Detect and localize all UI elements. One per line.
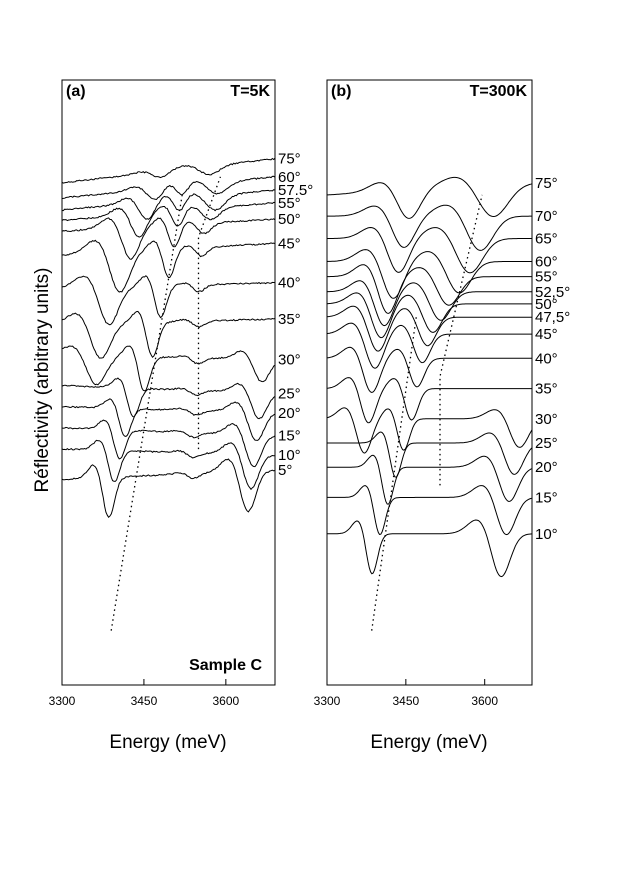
- series-line: [327, 264, 532, 314]
- x-tick-label: 3300: [49, 694, 76, 708]
- series-line: [327, 485, 533, 536]
- series-angle-label: 45°: [278, 235, 301, 252]
- guide-line: [110, 194, 183, 631]
- series-line: [61, 189, 276, 220]
- panel-b: 75° 70° 65° 60°55°52,5°50°47,5°45° 40° 35° 30°…: [314, 79, 570, 753]
- panel-a-tag: (a): [66, 83, 86, 100]
- series-line: [327, 226, 532, 274]
- series-angle-label: 60°: [278, 169, 301, 186]
- panel-a-x-axis-label: Energy (meV): [109, 732, 226, 753]
- series-angle-label: 55°: [278, 195, 301, 212]
- series-line: [61, 217, 276, 260]
- series-line: [326, 407, 533, 454]
- panel-a-traces: [61, 157, 276, 518]
- panel-b-angle-labels: 75° 70° 65° 60°55°52,5°50°47,5°45° 40° 35° 30°…: [535, 175, 570, 543]
- series-angle-label: 60°: [535, 254, 558, 271]
- series-line: [61, 310, 276, 359]
- series-angle-label: 47,5°: [535, 309, 570, 326]
- panel-a-sample-label: Sample C: [189, 657, 262, 674]
- panel-b-guides: [371, 194, 483, 631]
- series-line: [61, 439, 276, 491]
- series-angle-label: 75°: [535, 175, 558, 192]
- series-angle-label: 35°: [278, 311, 301, 328]
- series-angle-label: 50°: [535, 296, 558, 313]
- series-angle-label: 70°: [535, 208, 558, 225]
- panel-a-guides: [110, 176, 222, 631]
- x-tick-label: 3600: [471, 694, 498, 708]
- series-angle-label: 50°: [278, 211, 301, 228]
- series-angle-label: 45°: [535, 326, 558, 343]
- series-line: [326, 322, 532, 369]
- series-angle-label: 55°: [535, 269, 558, 286]
- series-angle-label: 40°: [278, 275, 301, 292]
- series-angle-label: 40°: [535, 350, 558, 367]
- x-tick-label: 3600: [212, 694, 239, 708]
- series-angle-label: 10°: [535, 526, 558, 543]
- series-line: [61, 398, 276, 441]
- series-line: [326, 377, 532, 424]
- series-line: [326, 305, 532, 352]
- series-angle-label: 25°: [278, 385, 301, 402]
- series-line: [326, 346, 532, 394]
- panel-b-traces: [326, 176, 533, 578]
- panel-a: 75°60°57.5°55°50° 45° 40° 35° 30° 25° 20° 15° 10…: [49, 79, 313, 753]
- series-angle-label: 65°: [535, 231, 558, 248]
- panel-b-tag: (b): [331, 83, 351, 100]
- series-line: [326, 249, 532, 299]
- panel-b-temperature: T=300K: [470, 83, 528, 100]
- series-angle-label: 52,5°: [535, 284, 570, 301]
- series-line: [61, 275, 276, 326]
- series-line: [61, 201, 276, 238]
- series-line: [61, 377, 276, 420]
- series-line: [327, 519, 533, 578]
- series-angle-label: 35°: [535, 381, 558, 398]
- panel-b-x-axis-label: Energy (meV): [370, 732, 487, 753]
- series-line: [327, 431, 533, 478]
- guide-line: [439, 194, 483, 486]
- series-angle-label: 15°: [278, 428, 301, 445]
- guide-line: [197, 176, 222, 450]
- panel-a-temperature: T=5K: [230, 83, 270, 100]
- series-line: [326, 280, 532, 327]
- y-axis-label: Réflectivity (arbitrary units): [32, 268, 53, 493]
- series-line: [326, 292, 532, 339]
- series-line: [61, 157, 276, 184]
- x-tick-label: 3300: [314, 694, 341, 708]
- series-line: [61, 175, 276, 201]
- series-angle-label: 30°: [535, 411, 558, 428]
- panel-a-x-ticks: 3300 3450 3600: [49, 679, 240, 708]
- panel-a-angle-labels: 75°60°57.5°55°50° 45° 40° 35° 30° 25° 20° 15° 10…: [278, 151, 313, 480]
- x-tick-label: 3450: [131, 694, 158, 708]
- series-angle-label: 25°: [535, 435, 558, 452]
- series-angle-label: 20°: [278, 405, 301, 422]
- series-angle-label: 5°: [278, 462, 292, 479]
- series-line: [327, 176, 533, 219]
- series-angle-label: 75°: [278, 151, 301, 168]
- series-line: [327, 454, 533, 505]
- series-angle-label: 15°: [535, 489, 558, 506]
- x-tick-label: 3450: [392, 694, 419, 708]
- panel-a-frame: [61, 79, 276, 686]
- series-angle-label: 10°: [278, 447, 301, 464]
- series-line: [61, 239, 276, 293]
- guide-line: [371, 315, 418, 631]
- series-angle-label: 30°: [278, 352, 301, 369]
- series-angle-label: 20°: [535, 459, 558, 476]
- series-line: [61, 345, 276, 392]
- panel-b-frame: [326, 79, 533, 686]
- series-line: [327, 204, 532, 251]
- series-line: [61, 419, 276, 468]
- panel-b-x-ticks: 3300 3450 3600: [314, 679, 498, 708]
- series-line: [61, 458, 276, 518]
- series-angle-label: 57.5°: [278, 182, 313, 199]
